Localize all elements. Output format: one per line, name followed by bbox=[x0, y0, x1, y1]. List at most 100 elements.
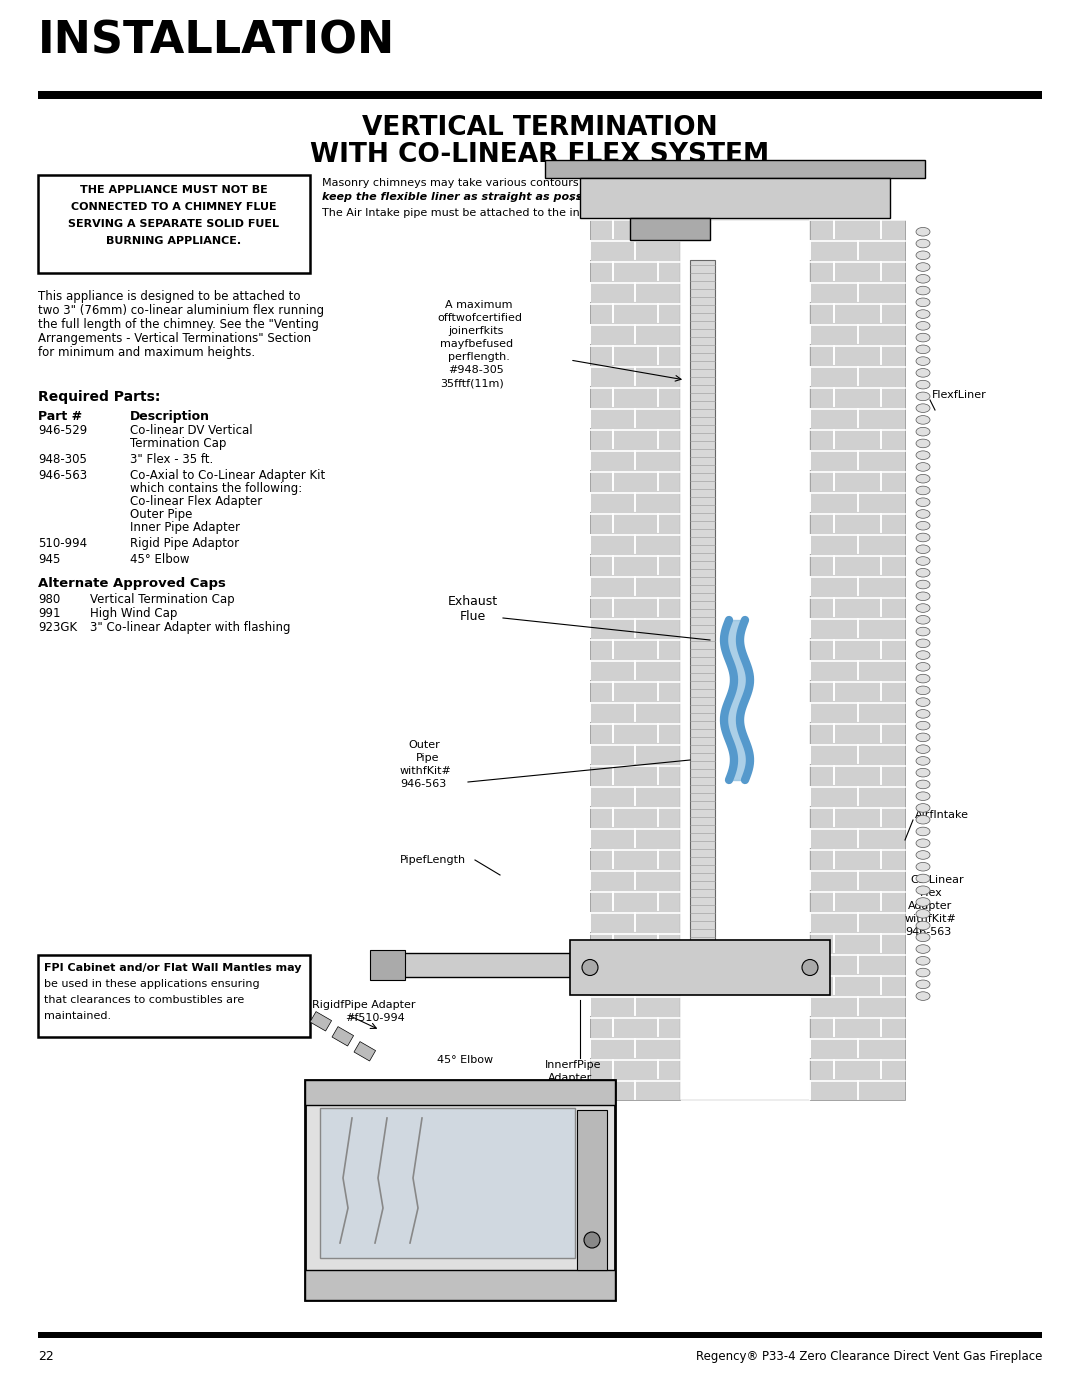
Bar bbox=[310, 1011, 332, 1031]
Ellipse shape bbox=[916, 803, 930, 812]
Text: Co-linear DV Vertical: Co-linear DV Vertical bbox=[130, 425, 253, 437]
Text: 3" Co-linear Adapter with flashing: 3" Co-linear Adapter with flashing bbox=[90, 622, 291, 634]
Text: joinerfkits: joinerfkits bbox=[448, 326, 503, 337]
Text: Regency® P33-4 Zero Clearance Direct Vent Gas Fireplace: Regency® P33-4 Zero Clearance Direct Ven… bbox=[696, 1350, 1042, 1363]
Ellipse shape bbox=[916, 886, 930, 894]
Circle shape bbox=[582, 960, 598, 975]
Text: 946-563: 946-563 bbox=[38, 469, 87, 482]
Text: Arrangements - Vertical Terminations" Section: Arrangements - Vertical Terminations" Se… bbox=[38, 332, 311, 345]
Ellipse shape bbox=[916, 697, 930, 707]
Ellipse shape bbox=[916, 757, 930, 766]
Ellipse shape bbox=[916, 780, 930, 789]
Text: two 3" (76mm) co-linear aluminium flex running: two 3" (76mm) co-linear aluminium flex r… bbox=[38, 305, 324, 317]
Text: keep the flexible liner as straight as possible: keep the flexible liner as straight as p… bbox=[322, 191, 606, 203]
Ellipse shape bbox=[916, 592, 930, 601]
Ellipse shape bbox=[916, 662, 930, 671]
Ellipse shape bbox=[916, 745, 930, 753]
Text: Vertical Termination Cap: Vertical Termination Cap bbox=[90, 592, 234, 606]
Text: Co-Linear: Co-Linear bbox=[910, 875, 963, 886]
Text: Adapter: Adapter bbox=[548, 1073, 592, 1083]
Text: The Air Intake pipe must be attached to the inlet air collar of the termination : The Air Intake pipe must be attached to … bbox=[322, 208, 778, 218]
Ellipse shape bbox=[916, 427, 930, 436]
Bar bbox=[590, 219, 680, 1099]
Text: This appliance is designed to be attached to: This appliance is designed to be attache… bbox=[38, 291, 300, 303]
Text: 946-529: 946-529 bbox=[38, 425, 87, 437]
Ellipse shape bbox=[916, 321, 930, 330]
Text: the full length of the chimney. See the "Venting: the full length of the chimney. See the … bbox=[38, 319, 319, 331]
Ellipse shape bbox=[916, 475, 930, 483]
Text: Co-linearfDV: Co-linearfDV bbox=[725, 168, 795, 177]
Bar bbox=[630, 218, 710, 240]
Text: for minimum and maximum heights.: for minimum and maximum heights. bbox=[38, 346, 255, 359]
Bar bbox=[370, 950, 405, 981]
Ellipse shape bbox=[916, 510, 930, 518]
Text: 35fftf(11m): 35fftf(11m) bbox=[440, 379, 503, 388]
Text: , avoid unnecessary bending.: , avoid unnecessary bending. bbox=[570, 191, 734, 203]
Bar bbox=[305, 1080, 615, 1301]
Circle shape bbox=[584, 1232, 600, 1248]
Ellipse shape bbox=[916, 251, 930, 260]
Text: THE APPLIANCE MUST NOT BE: THE APPLIANCE MUST NOT BE bbox=[80, 184, 268, 196]
Ellipse shape bbox=[916, 334, 930, 342]
Bar bbox=[38, 1331, 1042, 1338]
Bar bbox=[354, 1042, 376, 1060]
Bar bbox=[570, 940, 831, 995]
Ellipse shape bbox=[916, 534, 930, 542]
Bar bbox=[305, 1080, 615, 1105]
Text: 510-994: 510-994 bbox=[38, 536, 87, 550]
Text: 923GK: 923GK bbox=[38, 622, 77, 634]
Ellipse shape bbox=[916, 393, 930, 401]
Text: Required Parts:: Required Parts: bbox=[38, 390, 160, 404]
Ellipse shape bbox=[916, 545, 930, 553]
Text: Rigid Pipe Adaptor: Rigid Pipe Adaptor bbox=[130, 536, 239, 550]
Bar bbox=[38, 91, 1042, 99]
Text: AirfIntake: AirfIntake bbox=[915, 810, 969, 820]
Ellipse shape bbox=[916, 604, 930, 612]
Ellipse shape bbox=[916, 768, 930, 777]
Ellipse shape bbox=[916, 675, 930, 683]
Bar bbox=[577, 1111, 607, 1270]
Ellipse shape bbox=[916, 921, 930, 930]
Text: VERTICAL TERMINATION: VERTICAL TERMINATION bbox=[362, 115, 718, 141]
Text: withfKit#: withfKit# bbox=[400, 766, 451, 775]
Ellipse shape bbox=[916, 944, 930, 953]
Ellipse shape bbox=[916, 862, 930, 872]
Ellipse shape bbox=[916, 415, 930, 425]
Ellipse shape bbox=[916, 439, 930, 447]
Ellipse shape bbox=[916, 497, 930, 507]
Text: Capf#f946-529: Capf#f946-529 bbox=[710, 193, 796, 203]
Text: 946-563: 946-563 bbox=[400, 780, 446, 789]
Text: Part #: Part # bbox=[38, 409, 82, 423]
Bar bbox=[690, 260, 715, 940]
Ellipse shape bbox=[916, 627, 930, 636]
Text: Alternate Approved Caps: Alternate Approved Caps bbox=[38, 577, 226, 590]
Ellipse shape bbox=[916, 404, 930, 412]
Text: Co-linear Flex Adapter: Co-linear Flex Adapter bbox=[130, 495, 262, 509]
Text: Masonry chimneys may take various contours which the flexible liner will accommo: Masonry chimneys may take various contou… bbox=[322, 177, 874, 189]
Ellipse shape bbox=[916, 721, 930, 731]
Text: that clearances to combustibles are: that clearances to combustibles are bbox=[44, 995, 244, 1004]
Ellipse shape bbox=[916, 369, 930, 377]
Text: #f510-994: #f510-994 bbox=[345, 1013, 405, 1023]
Ellipse shape bbox=[916, 616, 930, 624]
Ellipse shape bbox=[916, 816, 930, 824]
Text: 980: 980 bbox=[38, 592, 60, 606]
Text: InnerfPipe: InnerfPipe bbox=[545, 1060, 602, 1070]
Ellipse shape bbox=[916, 638, 930, 648]
Text: BURNING APPLIANCE.: BURNING APPLIANCE. bbox=[107, 236, 242, 246]
Text: Pipe: Pipe bbox=[416, 753, 440, 763]
Text: FlexfLiner: FlexfLiner bbox=[932, 390, 987, 400]
Ellipse shape bbox=[916, 580, 930, 588]
Text: withfKit#: withfKit# bbox=[905, 914, 957, 923]
Ellipse shape bbox=[916, 239, 930, 247]
Ellipse shape bbox=[916, 981, 930, 989]
Ellipse shape bbox=[916, 992, 930, 1000]
Bar bbox=[545, 161, 924, 177]
Text: Description: Description bbox=[130, 409, 210, 423]
Ellipse shape bbox=[916, 569, 930, 577]
Text: Flex: Flex bbox=[920, 888, 943, 898]
Text: Flue: Flue bbox=[460, 610, 486, 623]
Bar bbox=[810, 219, 905, 1099]
Ellipse shape bbox=[916, 263, 930, 271]
Text: be used in these applications ensuring: be used in these applications ensuring bbox=[44, 979, 259, 989]
